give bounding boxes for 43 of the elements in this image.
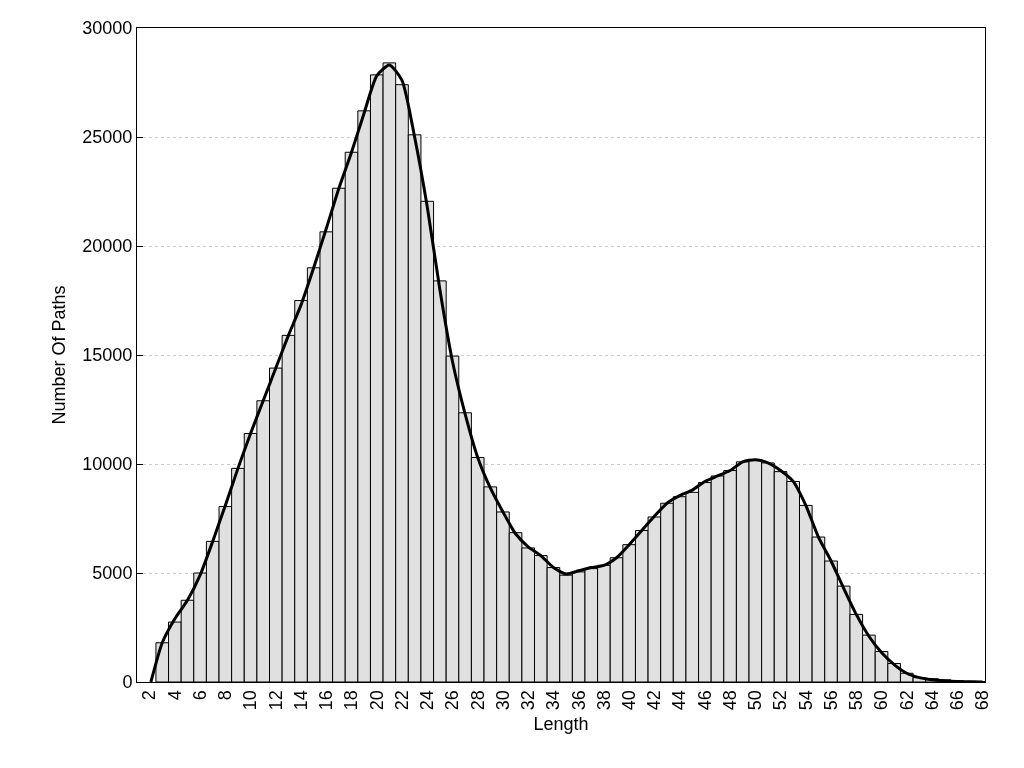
x-tick-label: 32 xyxy=(518,690,539,711)
x-tick-label: 24 xyxy=(417,690,438,711)
y-tick-label: 0 xyxy=(122,672,133,693)
x-tick-label: 48 xyxy=(719,690,740,711)
x-tick-label: 26 xyxy=(442,690,463,711)
x-tick-label: 58 xyxy=(846,690,867,711)
x-tick-label: 46 xyxy=(694,690,715,711)
y-tick-label: 20000 xyxy=(82,236,133,257)
x-tick-label: 14 xyxy=(290,690,311,711)
x-tick-label: 34 xyxy=(543,690,564,711)
x-tick-label: 56 xyxy=(820,690,841,711)
x-tick-label: 22 xyxy=(391,690,412,711)
y-tick-label: 15000 xyxy=(82,345,133,366)
x-tick-label: 62 xyxy=(896,690,917,711)
x-tick-label: 12 xyxy=(265,690,286,711)
x-tick-label: 28 xyxy=(467,690,488,711)
x-tick-label: 54 xyxy=(795,690,816,711)
x-tick-label: 16 xyxy=(316,690,337,711)
x-tick-label: 20 xyxy=(366,690,387,711)
x-tick-label: 4 xyxy=(164,690,185,701)
x-tick-label: 64 xyxy=(921,690,942,711)
x-tick-label: 52 xyxy=(770,690,791,711)
x-tick-label: 6 xyxy=(189,690,210,701)
y-tick-label: 25000 xyxy=(82,127,133,148)
x-tick-label: 42 xyxy=(644,690,665,711)
x-tick-label: 2 xyxy=(139,690,160,701)
x-tick-label: 38 xyxy=(593,690,614,711)
y-axis-title: Number Of Paths xyxy=(48,285,69,425)
x-tick-label: 8 xyxy=(215,690,236,701)
y-tick-label: 10000 xyxy=(82,454,133,475)
x-axis-title: Length xyxy=(533,714,589,735)
x-tick-label: 30 xyxy=(492,690,513,711)
x-tick-label: 18 xyxy=(341,690,362,711)
x-tick-label: 40 xyxy=(618,690,639,711)
x-tick-label: 66 xyxy=(947,690,968,711)
x-tick-label: 36 xyxy=(568,690,589,711)
y-tick-label: 30000 xyxy=(82,18,133,39)
y-tick-label: 5000 xyxy=(92,563,133,584)
x-tick-label: 60 xyxy=(871,690,892,711)
x-tick-label: 68 xyxy=(972,690,993,711)
x-tick-label: 10 xyxy=(240,690,261,711)
x-tick-label: 44 xyxy=(669,690,690,711)
x-tick-label: 50 xyxy=(745,690,766,711)
